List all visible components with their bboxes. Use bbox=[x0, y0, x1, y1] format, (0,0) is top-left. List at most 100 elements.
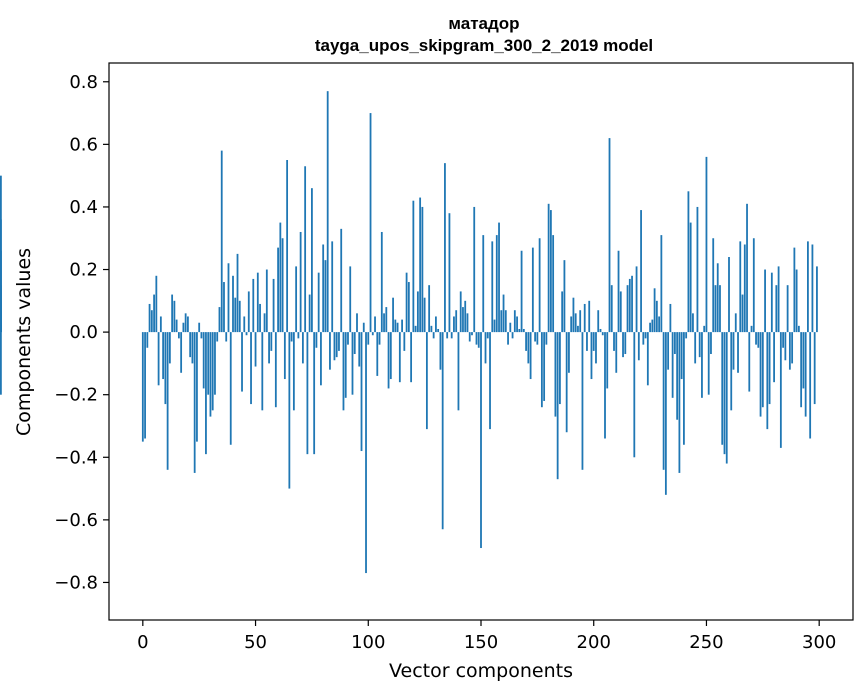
bar bbox=[304, 166, 307, 333]
bar bbox=[579, 310, 582, 333]
bar bbox=[525, 332, 527, 351]
bar bbox=[202, 332, 205, 389]
bar bbox=[606, 332, 609, 389]
bar bbox=[676, 332, 679, 420]
bar bbox=[270, 332, 273, 351]
bar bbox=[234, 297, 237, 333]
bar bbox=[473, 206, 476, 333]
bar bbox=[437, 328, 440, 333]
bar bbox=[755, 332, 757, 345]
bar bbox=[468, 332, 471, 342]
bar bbox=[644, 332, 647, 339]
bar bbox=[360, 332, 363, 452]
bar bbox=[347, 332, 349, 345]
x-axis-label: Vector components bbox=[389, 660, 573, 682]
bar bbox=[509, 322, 512, 333]
bar bbox=[723, 332, 726, 455]
bar bbox=[243, 316, 246, 333]
bar bbox=[664, 332, 667, 495]
bar bbox=[144, 332, 146, 439]
chart-title: матадор bbox=[448, 14, 519, 33]
bar bbox=[545, 332, 548, 345]
bar bbox=[595, 332, 597, 364]
bar bbox=[516, 316, 518, 333]
bar bbox=[342, 332, 345, 411]
y-tick-label: 0.6 bbox=[69, 134, 98, 155]
bar bbox=[741, 294, 744, 333]
bar bbox=[288, 332, 291, 489]
bar bbox=[766, 332, 769, 430]
bar bbox=[752, 238, 755, 333]
bar bbox=[209, 332, 212, 417]
bar bbox=[306, 332, 309, 455]
bar bbox=[333, 332, 336, 361]
bar bbox=[613, 332, 615, 351]
bar bbox=[446, 332, 449, 339]
bar bbox=[398, 332, 401, 383]
bar bbox=[804, 332, 807, 417]
bar bbox=[254, 332, 257, 367]
bar bbox=[263, 313, 266, 333]
bar bbox=[520, 250, 523, 333]
bar bbox=[590, 332, 593, 380]
bar bbox=[536, 332, 539, 345]
bar bbox=[414, 325, 417, 333]
bar bbox=[261, 332, 264, 411]
bar bbox=[157, 332, 160, 386]
bar bbox=[216, 332, 219, 342]
bar bbox=[635, 266, 638, 333]
bar bbox=[308, 294, 311, 333]
bar bbox=[196, 332, 198, 442]
bar bbox=[637, 332, 640, 361]
y-tick-label: 0.0 bbox=[69, 322, 98, 343]
x-tick-label: 300 bbox=[802, 632, 836, 653]
bar bbox=[482, 235, 485, 333]
bar bbox=[389, 332, 392, 380]
bar bbox=[419, 197, 422, 333]
bar bbox=[344, 332, 347, 398]
bar bbox=[791, 332, 794, 364]
bar bbox=[311, 188, 313, 333]
bar bbox=[678, 332, 681, 473]
bar bbox=[556, 332, 559, 480]
bar bbox=[500, 310, 503, 333]
bar bbox=[761, 332, 764, 408]
bar bbox=[615, 332, 618, 373]
bar bbox=[619, 291, 622, 333]
bar bbox=[764, 269, 766, 333]
bar bbox=[816, 266, 818, 333]
bar bbox=[489, 332, 491, 430]
x-tick-label: 0 bbox=[137, 632, 148, 653]
bar bbox=[441, 332, 444, 530]
bar bbox=[272, 278, 275, 333]
bar bbox=[401, 319, 403, 333]
bar bbox=[425, 332, 428, 430]
bar bbox=[577, 325, 579, 333]
bar bbox=[245, 332, 248, 336]
bar bbox=[583, 303, 586, 333]
bar bbox=[642, 332, 645, 345]
bar bbox=[229, 332, 232, 445]
bar bbox=[444, 163, 446, 333]
bar bbox=[301, 332, 304, 364]
bar bbox=[737, 332, 739, 373]
bar bbox=[617, 250, 620, 333]
bar bbox=[378, 332, 381, 345]
bar bbox=[486, 332, 489, 339]
bar bbox=[743, 244, 746, 333]
bar bbox=[374, 316, 376, 333]
bar bbox=[396, 322, 399, 333]
bar bbox=[671, 332, 674, 398]
bar bbox=[601, 332, 604, 336]
bar bbox=[407, 282, 410, 333]
bar bbox=[290, 332, 293, 342]
bar bbox=[649, 322, 651, 333]
bar bbox=[531, 247, 534, 333]
bar bbox=[707, 332, 710, 395]
bar bbox=[658, 316, 661, 333]
bar bbox=[504, 310, 507, 333]
bar bbox=[205, 332, 207, 455]
bar bbox=[493, 319, 496, 333]
bar bbox=[225, 332, 228, 342]
bar bbox=[633, 332, 636, 458]
